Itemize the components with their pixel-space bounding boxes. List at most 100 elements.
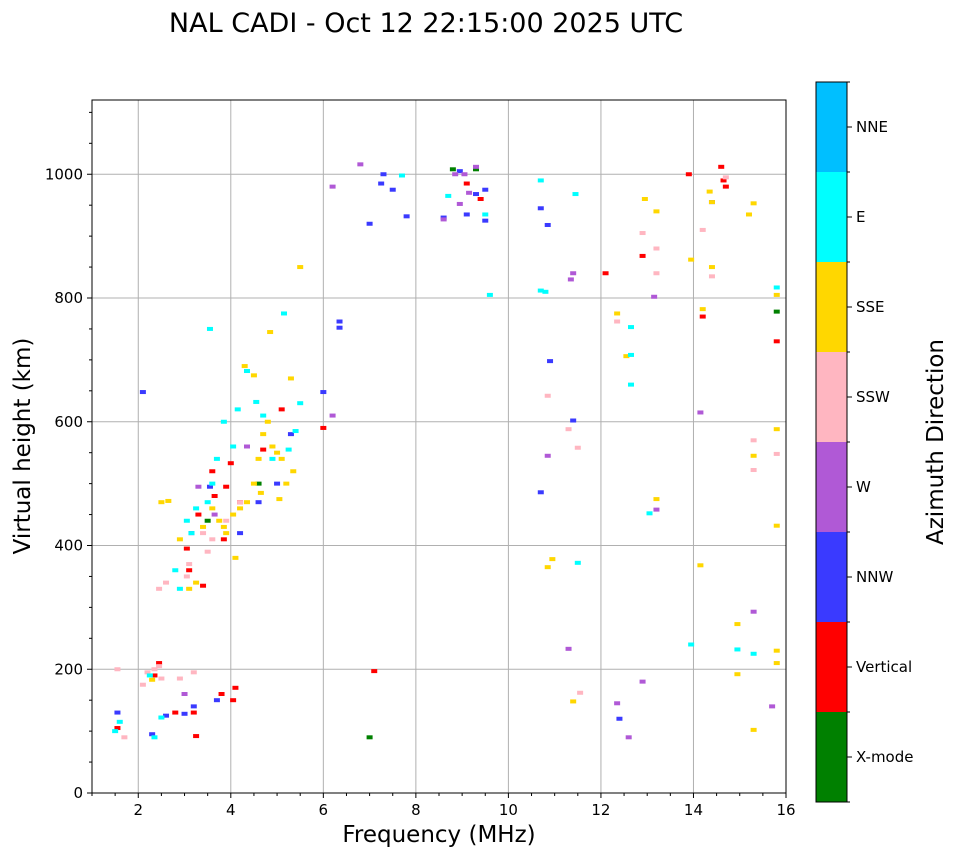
echo-point-nnw bbox=[139, 390, 146, 395]
echo-point-e bbox=[204, 500, 211, 505]
colorbar-segment bbox=[816, 82, 847, 172]
echo-point-w bbox=[544, 453, 551, 458]
echo-point-sse bbox=[276, 497, 283, 502]
echo-point-sse bbox=[697, 563, 704, 568]
echo-point-sse bbox=[232, 555, 239, 560]
echo-point-w bbox=[614, 701, 621, 706]
echo-point-nnw bbox=[537, 206, 544, 211]
echo-point-w bbox=[473, 164, 480, 169]
echo-point-nnw bbox=[336, 319, 343, 324]
y-tick-label: 600 bbox=[54, 413, 83, 431]
echo-point-w bbox=[570, 271, 577, 276]
echo-point-ssw bbox=[577, 690, 584, 695]
echo-point-sse bbox=[165, 498, 172, 503]
echo-point-sse bbox=[290, 469, 297, 474]
echo-point-sse bbox=[186, 586, 193, 591]
echo-point-vertical bbox=[220, 537, 227, 542]
echo-point-nnw bbox=[320, 390, 327, 395]
echo-point-e bbox=[628, 325, 635, 330]
echo-point-sse bbox=[250, 481, 257, 486]
echo-point-sse bbox=[274, 450, 281, 455]
echo-point-sse bbox=[734, 672, 741, 677]
x-axis-ticks: 2 4 6 8 10 12 14 16 bbox=[91, 793, 796, 819]
echo-point-vertical bbox=[320, 425, 327, 430]
echo-point-vertical bbox=[685, 172, 692, 177]
echo-point-sse bbox=[250, 373, 257, 378]
echo-point-nnw bbox=[274, 481, 281, 486]
colorbar-tick-label: SSW bbox=[856, 388, 890, 406]
echo-point-x-mode bbox=[773, 309, 780, 314]
echo-point-vertical bbox=[260, 447, 267, 452]
echo-point-sse bbox=[200, 524, 207, 529]
echo-point-vertical bbox=[156, 661, 163, 666]
echo-point-e bbox=[688, 642, 695, 647]
echo-point-nnw bbox=[544, 222, 551, 227]
echo-point-nnw bbox=[482, 218, 489, 223]
echo-point-vertical bbox=[463, 181, 470, 186]
x-tick-label: 10 bbox=[499, 801, 518, 819]
colorbar-segment bbox=[816, 532, 847, 622]
echo-point-sse bbox=[287, 376, 294, 381]
echo-point-ssw bbox=[699, 227, 706, 232]
echo-point-w bbox=[653, 507, 660, 512]
echo-point-sse bbox=[260, 432, 267, 437]
echo-point-e bbox=[260, 413, 267, 418]
echo-point-sse bbox=[176, 537, 183, 542]
echo-point-sse bbox=[750, 201, 757, 206]
echo-point-w bbox=[651, 294, 658, 299]
echo-point-e bbox=[292, 429, 299, 434]
echo-point-w bbox=[211, 512, 218, 517]
echo-point-sse bbox=[570, 699, 577, 704]
echo-point-sse bbox=[544, 565, 551, 570]
echo-point-ssw bbox=[750, 438, 757, 443]
echo-point-sse bbox=[773, 661, 780, 666]
echo-point-nnw bbox=[616, 716, 623, 721]
echo-point-e bbox=[230, 444, 237, 449]
echo-point-w bbox=[697, 410, 704, 415]
x-tick-label: 16 bbox=[776, 801, 795, 819]
echo-point-vertical bbox=[232, 685, 239, 690]
echo-point-nnw bbox=[378, 181, 385, 186]
echo-point-ssw bbox=[204, 549, 211, 554]
echo-point-e bbox=[116, 719, 123, 724]
echo-point-ssw bbox=[139, 682, 146, 687]
echo-point-w bbox=[567, 277, 574, 282]
echo-point-e bbox=[183, 518, 190, 523]
echo-point-nnw bbox=[547, 359, 554, 364]
echo-point-ssw bbox=[574, 445, 581, 450]
echo-point-sse bbox=[653, 209, 660, 214]
echo-point-sse bbox=[149, 677, 156, 682]
echo-point-nnw bbox=[190, 704, 197, 709]
y-tick-label: 400 bbox=[54, 537, 83, 555]
colorbar-tick-label: NNE bbox=[856, 118, 888, 136]
colorbar-segment bbox=[816, 712, 847, 802]
echo-point-w bbox=[181, 692, 188, 696]
echo-point-ssw bbox=[722, 175, 729, 180]
echo-point-sse bbox=[641, 197, 648, 201]
echo-point-nnw bbox=[456, 169, 463, 174]
echo-point-vertical bbox=[278, 407, 285, 412]
colorbar-tick-label: NNW bbox=[856, 568, 893, 586]
echo-point-ssw bbox=[176, 676, 183, 681]
echo-point-ssw bbox=[114, 667, 121, 672]
echo-point-e bbox=[297, 401, 304, 406]
echo-point-sse bbox=[267, 330, 274, 335]
x-tick-label: 6 bbox=[319, 801, 329, 819]
y-tick-label: 800 bbox=[54, 289, 83, 307]
echo-point-e bbox=[445, 193, 452, 198]
echo-point-ssw bbox=[151, 667, 158, 672]
echo-point-w bbox=[357, 162, 364, 167]
echo-point-sse bbox=[193, 580, 200, 585]
colorbar-tick-label: X-mode bbox=[856, 748, 913, 766]
echo-point-sse bbox=[241, 364, 248, 369]
echo-point-nnw bbox=[213, 698, 220, 703]
echo-point-nnw bbox=[366, 221, 373, 226]
colorbar-segment bbox=[816, 172, 847, 262]
colorbar-tick-label: SSE bbox=[856, 298, 885, 316]
colorbar-tick-label: W bbox=[856, 478, 871, 496]
colorbar-segment bbox=[816, 622, 847, 712]
echo-point-vertical bbox=[209, 469, 216, 474]
echo-point-sse bbox=[230, 512, 237, 517]
echo-point-sse bbox=[278, 456, 285, 461]
echo-point-e bbox=[285, 447, 292, 452]
